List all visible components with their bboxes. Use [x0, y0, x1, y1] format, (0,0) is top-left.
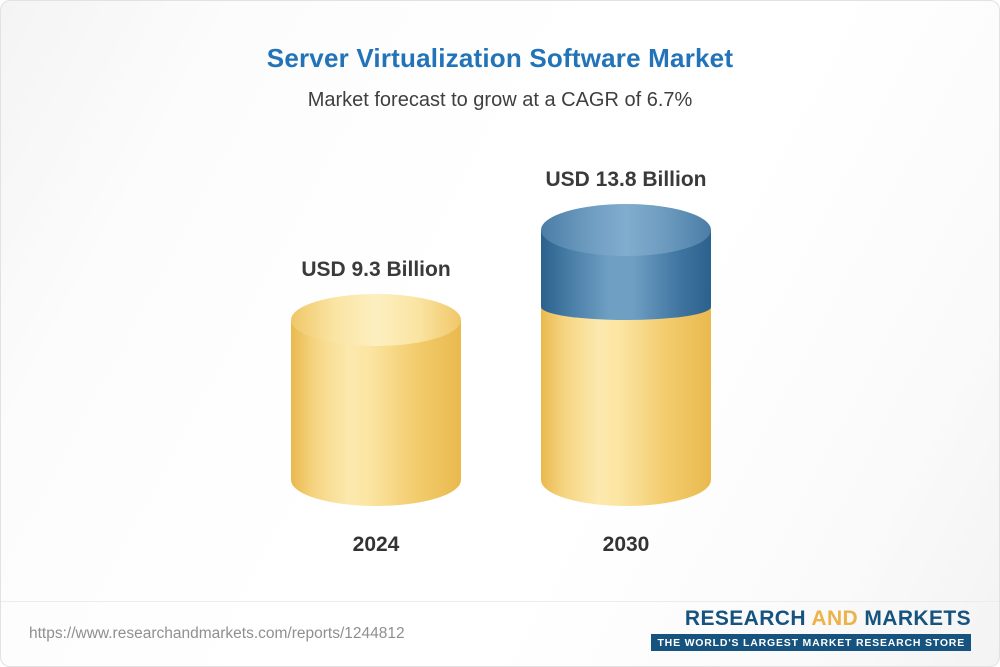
bar-2030-base-segment	[541, 306, 711, 506]
bar-2030-growth-cylinder-top	[541, 204, 711, 256]
x-axis-label-2024: 2024	[352, 533, 400, 556]
value-label-2030: USD 13.8 Billion	[545, 168, 707, 191]
research-and-markets-logo: RESEARCH AND MARKETS THE WORLD'S LARGEST…	[651, 607, 971, 651]
logo-tagline: THE WORLD'S LARGEST MARKET RESEARCH STOR…	[651, 634, 971, 651]
logo-word-markets: MARKETS	[864, 607, 971, 630]
logo-word-and: AND	[811, 607, 859, 630]
bar-2024-cylinder-body	[291, 320, 461, 506]
chart-title: Server Virtualization Software Market	[266, 43, 734, 73]
footer-divider	[1, 601, 999, 602]
logo-wordmark: RESEARCH AND MARKETS	[651, 607, 971, 631]
value-label-2024: USD 9.3 Billion	[301, 258, 451, 281]
report-url: https://www.researchandmarkets.com/repor…	[29, 625, 405, 642]
x-axis-label-2030: 2030	[602, 533, 650, 556]
chart-subtitle: Market forecast to grow at a CAGR of 6.7…	[307, 89, 693, 111]
bar-2024-cylinder-top	[291, 294, 461, 346]
logo-word-research: RESEARCH	[684, 607, 806, 630]
